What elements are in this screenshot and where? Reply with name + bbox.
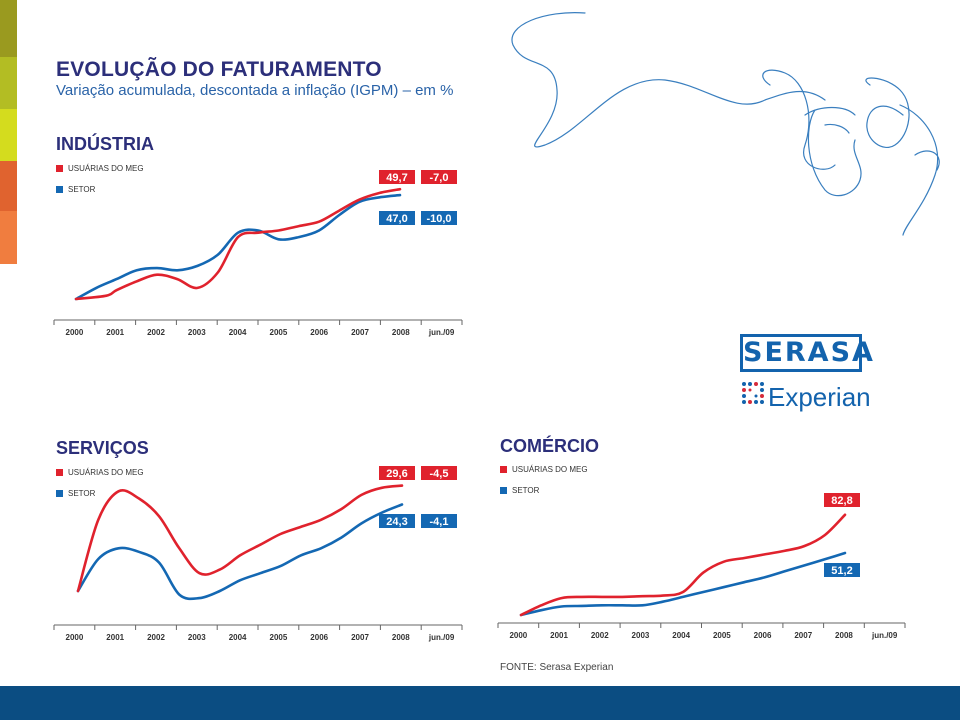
x-tick-label: 2006 xyxy=(310,633,328,642)
legend-swatch-blue xyxy=(500,487,507,494)
series-line-setor xyxy=(74,193,402,301)
value-label: 49,7 xyxy=(386,172,407,184)
x-tick-label: 2005 xyxy=(270,633,288,642)
x-tick-label: 2005 xyxy=(270,328,288,337)
x-tick-label: 2008 xyxy=(835,631,853,640)
experian-dots-icon xyxy=(742,382,764,404)
sketch-illustration xyxy=(511,12,940,236)
x-tick-label: 2007 xyxy=(351,328,369,337)
x-tick-label: 2001 xyxy=(550,631,568,640)
change-label-box xyxy=(421,466,457,480)
x-tick-label: 2004 xyxy=(672,631,690,640)
stripe-3 xyxy=(0,109,17,161)
value-label-box xyxy=(379,466,415,480)
legend-item-meg: USUÁRIAS DO MEG xyxy=(500,464,588,475)
legend-item-meg: USUÁRIAS DO MEG xyxy=(56,467,144,478)
x-tick-label: 2004 xyxy=(229,633,247,642)
industria-title: INDÚSTRIA xyxy=(56,134,154,154)
legend-label-meg: USUÁRIAS DO MEG xyxy=(512,465,588,474)
x-tick-label: 2001 xyxy=(106,633,124,642)
legend-swatch-red xyxy=(56,165,63,172)
x-tick-label: 2008 xyxy=(392,633,410,642)
legend-item-setor: SETOR xyxy=(56,184,144,195)
change-label-box xyxy=(421,170,457,184)
legend-item-meg: USUÁRIAS DO MEG xyxy=(56,163,144,174)
value-label: 51,2 xyxy=(831,565,852,577)
legend-swatch-red xyxy=(56,469,63,476)
x-tick-label: 2000 xyxy=(66,328,84,337)
legend-label-meg: USUÁRIAS DO MEG xyxy=(68,468,144,477)
legend-label-setor: SETOR xyxy=(68,185,96,194)
stripe-1 xyxy=(0,0,17,57)
page-subtitle: Variação acumulada, descontada a inflaçã… xyxy=(56,82,454,99)
legend-swatch-blue xyxy=(56,186,63,193)
stripe-2 xyxy=(0,57,17,109)
x-tick-label: 2002 xyxy=(591,631,609,640)
stripe-4 xyxy=(0,161,17,211)
x-tick-label: 2000 xyxy=(509,631,527,640)
source-note: FONTE: Serasa Experian xyxy=(500,662,614,673)
change-label: -4,5 xyxy=(430,468,449,480)
x-tick-label: 2007 xyxy=(351,633,369,642)
legend-item-setor: SETOR xyxy=(500,485,588,496)
value-label-box xyxy=(379,211,415,225)
legend-label-setor: SETOR xyxy=(68,489,96,498)
servicos-legend: USUÁRIAS DO MEG SETOR xyxy=(56,467,144,509)
logo-serasa: SERASA xyxy=(740,334,873,372)
change-label: -7,0 xyxy=(430,172,449,184)
legend-label-meg: USUÁRIAS DO MEG xyxy=(68,164,144,173)
series-line-meg xyxy=(74,187,402,301)
servicos-title: SERVIÇOS xyxy=(56,438,149,458)
legend-label-setor: SETOR xyxy=(512,486,540,495)
x-tick-label: 2003 xyxy=(188,633,206,642)
footer-bar xyxy=(0,686,960,720)
comercio-legend: USUÁRIAS DO MEG SETOR xyxy=(500,464,588,506)
x-tick-label: 2003 xyxy=(188,328,206,337)
x-tick-label: 2006 xyxy=(754,631,772,640)
serasa-experian-logo: SERASA Experian xyxy=(740,334,873,416)
change-label-box xyxy=(421,514,457,528)
value-label-box xyxy=(824,493,860,507)
value-label-box xyxy=(379,170,415,184)
legend-swatch-red xyxy=(500,466,507,473)
value-label: 82,8 xyxy=(831,495,852,507)
value-label: 24,3 xyxy=(386,516,407,528)
value-label: 29,6 xyxy=(386,468,407,480)
value-label-box xyxy=(379,514,415,528)
change-label-box xyxy=(421,211,457,225)
x-tick-label: 2002 xyxy=(147,328,165,337)
legend-item-setor: SETOR xyxy=(56,488,144,499)
x-tick-label: 2001 xyxy=(106,328,124,337)
x-tick-label: 2006 xyxy=(310,328,328,337)
x-tick-label: jun./09 xyxy=(871,631,898,640)
x-tick-label: 2000 xyxy=(66,633,84,642)
legend-swatch-blue xyxy=(56,490,63,497)
series-line-setor xyxy=(76,503,404,601)
comercio-title: COMÉRCIO xyxy=(500,436,599,456)
x-tick-label: 2004 xyxy=(229,328,247,337)
stripe-5 xyxy=(0,211,17,264)
x-tick-label: 2005 xyxy=(713,631,731,640)
x-tick-label: 2003 xyxy=(632,631,650,640)
change-label: -10,0 xyxy=(426,213,451,225)
x-tick-label: jun./09 xyxy=(428,328,455,337)
value-label-box xyxy=(824,563,860,577)
x-tick-label: jun./09 xyxy=(428,633,455,642)
logo-experian: Experian xyxy=(768,382,871,412)
series-line-setor xyxy=(519,551,847,617)
x-tick-label: 2002 xyxy=(147,633,165,642)
page-title: EVOLUÇÃO DO FATURAMENTO xyxy=(56,58,382,81)
series-line-meg xyxy=(519,513,847,617)
x-tick-label: 2007 xyxy=(794,631,812,640)
change-label: -4,1 xyxy=(430,516,449,528)
industria-legend: USUÁRIAS DO MEG SETOR xyxy=(56,163,144,205)
value-label: 47,0 xyxy=(386,213,407,225)
x-tick-label: 2008 xyxy=(392,328,410,337)
series-line-meg xyxy=(76,484,404,593)
